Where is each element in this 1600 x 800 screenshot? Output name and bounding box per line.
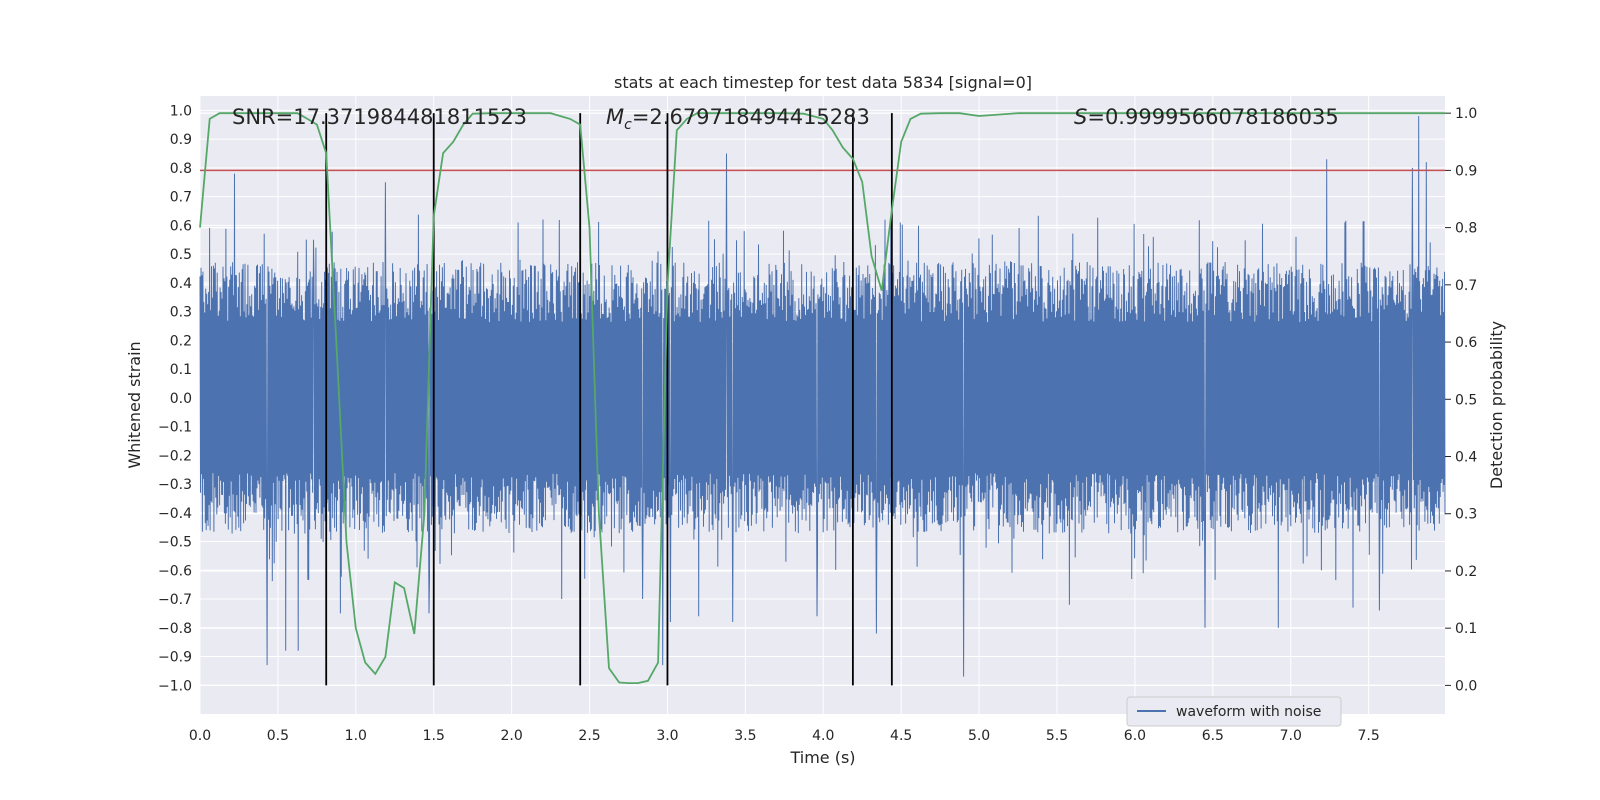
strain-waveform-line [199,116,1446,677]
x-tick-label: 6.0 [1124,728,1146,744]
y-tick-label: −0.6 [158,563,192,579]
y-tick-label: 1.0 [170,103,192,119]
x-tick-label: 4.0 [812,728,834,744]
y2-ticks: 1.0 0.9 0.8 0.7 0.6 0.5 0.4 0.3 0.2 0.1 0.0 [1445,106,1477,694]
y-tick-label: −0.9 [158,650,192,666]
y2-tick-label: 0.7 [1455,278,1477,294]
y2-axis-label: Detection probability [1487,321,1506,489]
chirp-mass-subscript: c [624,117,632,133]
legend: waveform with noise [1126,696,1342,727]
x-tick-label: 1.0 [345,728,367,744]
y-tick-label: −0.7 [158,592,192,608]
y-tick-label: 0.3 [170,305,192,321]
strain-series [199,116,1446,677]
snr-annotation: SNR=17.371984481811523 [232,105,527,129]
x-tick-label: 7.0 [1280,728,1302,744]
y-tick-label: 0.4 [170,276,192,292]
y-tick-label: −0.8 [158,621,192,637]
y-tick-label: −1.0 [158,678,192,694]
y2-tick-label: 0.3 [1455,507,1477,523]
x-tick-label: 1.5 [423,728,445,744]
x-tick-label: 3.5 [734,728,756,744]
x-tick-label: 6.5 [1202,728,1224,744]
x-tick-label: 0.0 [189,728,211,744]
y2-tick-label: 0.0 [1455,678,1477,694]
y-tick-label: −0.4 [158,506,192,522]
x-axis-label: Time (s) [789,748,855,767]
y-axis-label: Whitened strain [125,341,144,468]
y2-tick-label: 0.4 [1455,450,1477,466]
s-value: =0.9999566078186035 [1087,105,1338,129]
y-tick-label: 0.2 [170,333,192,349]
y-tick-label: 0.5 [170,247,192,263]
s-annotation: S=0.9999566078186035 [1074,105,1339,129]
x-tick-label: 7.5 [1358,728,1380,744]
legend-box [1126,696,1342,727]
detection-probability-line [199,112,1445,684]
y-tick-label: −0.1 [158,420,192,436]
y-tick-label: 0.7 [170,190,192,206]
chirp-mass-value: =2.679718494415283 [632,105,870,129]
y2-tick-label: 1.0 [1455,106,1477,122]
x-tick-label: 3.0 [656,728,678,744]
y2-tick-label: 0.2 [1455,564,1477,580]
y-tick-label: −0.5 [158,535,192,551]
y-tick-label: 0.9 [170,132,192,148]
y-tick-label: 0.8 [170,161,192,177]
y2-tick-label: 0.9 [1455,163,1477,179]
y2-tick-label: 0.5 [1455,392,1477,408]
chirp-mass-annotation: Mc=2.679718494415283 [606,105,870,133]
y-tick-label: 0.1 [170,362,192,378]
y-tick-label: 0.6 [170,218,192,234]
x-tick-label: 4.5 [890,728,912,744]
y-tick-label: 0.0 [170,391,192,407]
legend-label: waveform with noise [1176,704,1321,720]
x-tick-label: 0.5 [267,728,289,744]
y2-tick-label: 0.8 [1455,221,1477,237]
x-tick-label: 2.0 [501,728,523,744]
y-tick-label: −0.3 [158,477,192,493]
y2-tick-label: 0.6 [1455,335,1477,351]
s-symbol: S [1074,105,1087,129]
x-tick-label: 5.5 [1046,728,1068,744]
x-tick-label: 5.0 [968,728,990,744]
y2-tick-label: 0.1 [1455,621,1477,637]
chart-title: stats at each timestep for test data 583… [614,73,1032,92]
chirp-mass-symbol: M [606,105,624,129]
y-ticks: 1.0 0.9 0.8 0.7 0.6 0.5 0.4 0.3 0.2 0.1 0.0 −0.1 −0.… [158,103,192,694]
x-ticks: 0.0 0.5 1.0 1.5 2.0 2.5 3.0 3.5 4.0 4.5 5.0 5.5 6.0 6… [189,728,1380,744]
y-tick-label: −0.2 [158,448,192,464]
x-tick-label: 2.5 [578,728,600,744]
